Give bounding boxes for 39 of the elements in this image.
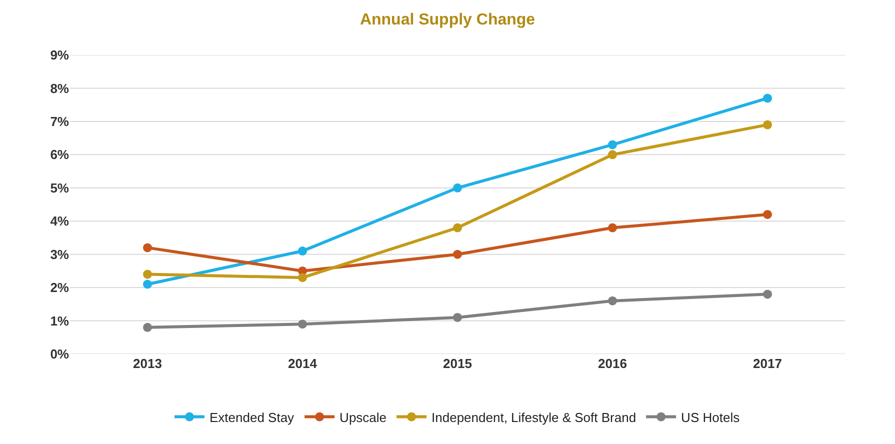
y-tick-label: 0%	[50, 346, 70, 362]
point	[298, 320, 307, 329]
point	[453, 250, 462, 259]
legend-label: Independent, Lifestyle & Soft Brand	[432, 410, 636, 425]
y-tick-label: 6%	[50, 147, 70, 162]
point	[143, 243, 152, 252]
point	[763, 290, 772, 299]
point	[763, 94, 772, 103]
y-tick-label: 1%	[50, 313, 70, 328]
point	[763, 210, 772, 219]
point	[453, 312, 462, 322]
x-tick-label: 2014	[288, 356, 318, 371]
y-tick-label: 4%	[50, 214, 70, 229]
y-tick-label: 8%	[50, 80, 70, 96]
legend-label: Upscale	[340, 410, 387, 425]
y-tick-label: 7%	[50, 114, 70, 129]
x-tick-label: 2016	[598, 356, 627, 371]
x-tick-label: 2015	[443, 356, 472, 371]
point	[608, 223, 617, 232]
legend-label: Extended Stay	[210, 410, 295, 425]
chart-title: Annual Supply Change	[360, 12, 536, 29]
point	[453, 183, 462, 192]
y-tick-label: 9%	[50, 48, 70, 63]
point	[453, 223, 462, 232]
point	[143, 322, 152, 332]
point	[608, 140, 617, 150]
point	[298, 273, 307, 282]
x-tick-label: 2017	[753, 356, 782, 371]
point	[143, 270, 152, 279]
point	[608, 150, 617, 160]
point	[763, 120, 772, 130]
point	[608, 296, 617, 306]
legend-label: US Hotels	[681, 410, 740, 425]
y-tick-label: 3%	[50, 246, 70, 262]
point	[143, 280, 152, 289]
point	[298, 246, 307, 256]
y-tick-label: 5%	[50, 180, 70, 196]
y-tick-label: 2%	[50, 280, 70, 296]
x-tick-label: 2013	[133, 356, 162, 371]
